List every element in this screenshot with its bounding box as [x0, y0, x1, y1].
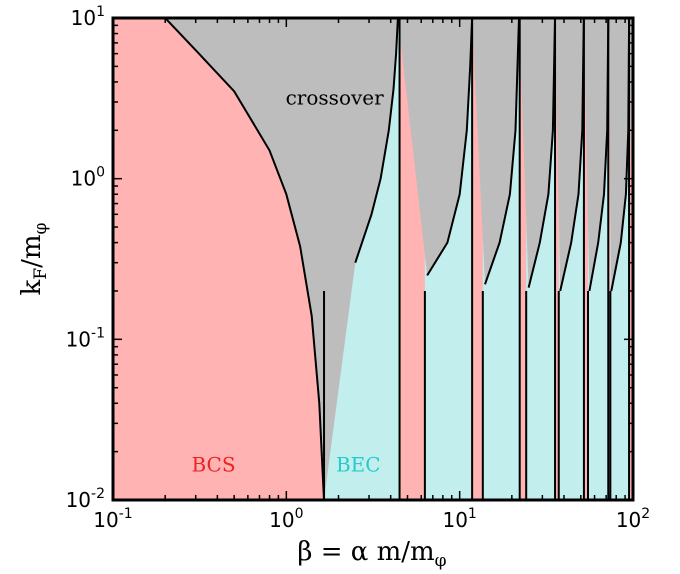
x-axis-label: β = α m/mφ — [297, 537, 446, 571]
bec-boundary-line — [527, 18, 556, 288]
y-axis-label: kF/mφ — [17, 222, 51, 295]
axis-ticks — [112, 17, 634, 501]
plot-frame — [111, 16, 635, 502]
region-label-bec: BEC — [336, 453, 381, 477]
bec-boundary-line — [484, 18, 520, 285]
bec-boundary-line — [354, 18, 399, 264]
y-tick-label: 10-1 — [66, 325, 105, 351]
crossover-boundary-line — [164, 18, 325, 500]
boundary-curves — [164, 18, 631, 500]
plot-area — [113, 18, 633, 500]
x-tick-label: 100 — [269, 506, 303, 532]
y-tick-label: 100 — [71, 165, 105, 191]
region-label-crossover: crossover — [286, 85, 385, 109]
bec-boundary-line — [559, 18, 585, 292]
x-tick-label: 102 — [616, 506, 650, 532]
bec-boundary-line — [426, 18, 474, 276]
crossover-soft-edge — [157, 18, 301, 195]
x-tick-label: 101 — [442, 506, 476, 532]
region-label-bcs: BCS — [191, 453, 235, 477]
y-tick-label: 10-2 — [66, 486, 105, 512]
x-tick-label: 10-1 — [93, 506, 132, 532]
y-tick-label: 101 — [71, 4, 105, 30]
